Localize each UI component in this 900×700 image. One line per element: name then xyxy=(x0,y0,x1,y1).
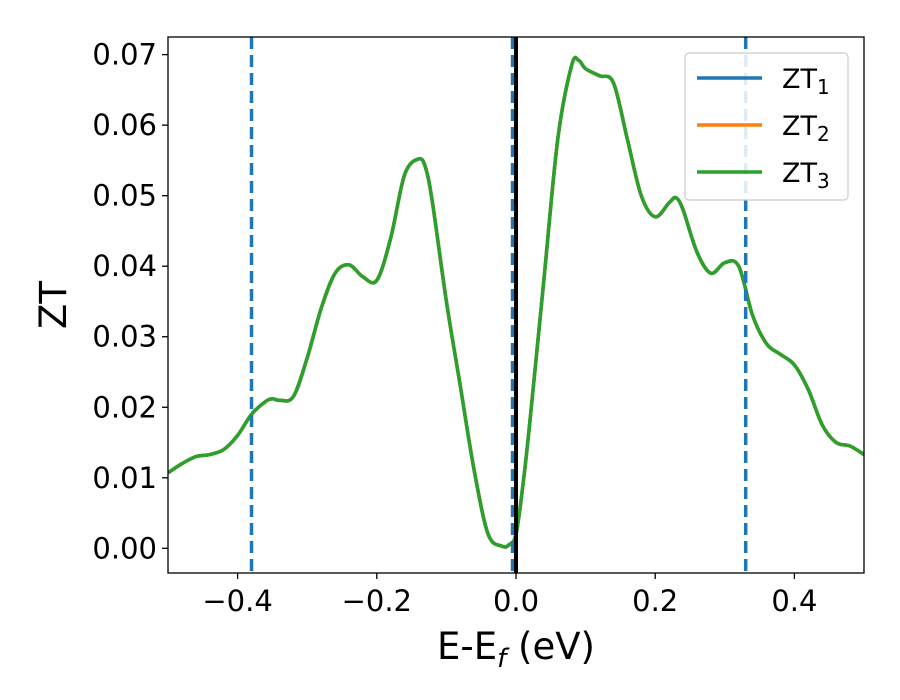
y-tick-label: 0.06 xyxy=(92,108,157,142)
legend-box xyxy=(684,52,849,201)
x-axis-label-main: E-E xyxy=(437,625,497,668)
legend-label: ZT3 xyxy=(782,158,830,193)
legend-item-zt3: ZT3 xyxy=(697,158,830,193)
legend: ZT1 ZT2 ZT3 xyxy=(684,52,849,201)
x-tick-label: 0.4 xyxy=(771,584,817,618)
vline-layer xyxy=(249,37,748,573)
x-ticks: −0.4 −0.2 0.0 0.2 0.4 xyxy=(202,573,817,618)
y-tick-label: 0.01 xyxy=(92,461,157,495)
y-axis-label: ZT xyxy=(32,281,75,329)
y-tick-label: 0.03 xyxy=(92,320,157,354)
legend-label: ZT2 xyxy=(782,111,830,146)
y-ticks: 0.00 0.01 0.02 0.03 0.04 0.05 0.06 0.07 xyxy=(92,38,168,565)
y-tick-label: 0.02 xyxy=(92,390,157,424)
plot-area xyxy=(168,37,864,573)
legend-label: ZT1 xyxy=(782,64,830,99)
y-tick-label: 0.00 xyxy=(92,531,157,565)
x-tick-label: 0.2 xyxy=(632,584,678,618)
legend-item-zt1: ZT1 xyxy=(697,64,830,99)
y-tick-label: 0.04 xyxy=(92,249,157,283)
legend-items: ZT1 ZT2 ZT3 xyxy=(697,64,830,193)
x-tick-label: −0.2 xyxy=(342,584,412,618)
x-axis-label: E-Ef (eV) xyxy=(437,625,595,674)
x-tick-label: −0.4 xyxy=(202,584,272,618)
legend-item-zt2: ZT2 xyxy=(697,111,830,146)
y-tick-label: 0.05 xyxy=(92,179,157,213)
y-tick-label: 0.07 xyxy=(92,38,157,72)
x-axis-label-unit: (eV) xyxy=(506,625,595,668)
x-tick-label: 0.0 xyxy=(493,584,539,618)
